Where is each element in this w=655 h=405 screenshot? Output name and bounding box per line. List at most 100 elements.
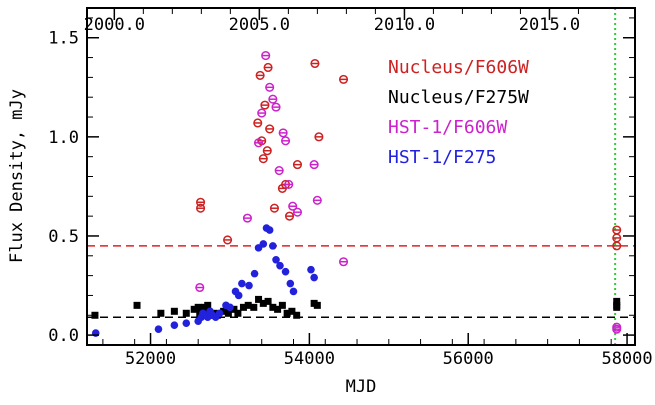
top-tick-label: 2005.0 (229, 15, 290, 35)
data-point (313, 301, 321, 309)
x-tick-label: 52000 (125, 349, 176, 369)
data-point (257, 108, 267, 118)
data-point (238, 279, 246, 288)
data-point (190, 305, 198, 313)
series-3 (91, 224, 318, 337)
y-tick-label: 1.5 (48, 29, 79, 49)
axis-ticks (87, 8, 635, 345)
data-point (310, 273, 318, 282)
data-point (253, 118, 263, 128)
data-point (613, 297, 621, 305)
data-point (91, 311, 99, 319)
data-point (170, 307, 178, 315)
data-point (224, 309, 232, 317)
data-point (239, 303, 247, 311)
data-point (338, 74, 349, 84)
data-point (269, 242, 277, 250)
x-tick-label: 58000 (601, 349, 652, 369)
top-tick-label: 2000.0 (84, 15, 145, 35)
data-point (278, 301, 286, 309)
data-point (250, 303, 258, 311)
legend-entry: Nucleus/F275W (388, 87, 529, 108)
data-point (612, 233, 622, 243)
data-point (309, 160, 319, 170)
reference-lines (87, 8, 635, 345)
data-point (263, 62, 273, 73)
data-point (154, 325, 163, 333)
data-point (250, 269, 259, 278)
data-point (613, 303, 621, 311)
y-axis-label: Flux Density, mJy (7, 89, 27, 263)
data-point (312, 195, 322, 205)
legend-entry: HST-1/F275 (388, 147, 496, 168)
data-point (259, 299, 267, 307)
data-point (259, 240, 268, 248)
data-point (230, 305, 238, 313)
data-point (281, 267, 290, 276)
data-point (274, 166, 284, 176)
data-point (157, 309, 165, 317)
data-point (284, 179, 294, 189)
axis-tick-labels: 52000 54000 56000 58000 2000.0 2005.0 2010.0 20… (48, 15, 652, 369)
legend-entry: HST-1/F606W (388, 117, 507, 138)
series-0 (196, 58, 622, 251)
data-point (245, 281, 253, 290)
y-tick-label: 0.5 (48, 227, 79, 247)
data-point (194, 303, 202, 311)
top-tick-label: 2010.0 (374, 15, 435, 35)
y-tick-label: 1.0 (48, 128, 79, 148)
data-point (220, 307, 228, 315)
data-point (258, 154, 268, 164)
data-point (307, 265, 315, 274)
data-point (274, 305, 282, 313)
data-point (283, 309, 291, 317)
data-point (265, 82, 275, 92)
x-tick-label: 56000 (443, 349, 494, 369)
data-point (255, 295, 263, 303)
data-point (612, 324, 622, 334)
data-point (234, 309, 242, 317)
data-point (261, 51, 271, 61)
data-point (281, 136, 291, 146)
data-point (242, 213, 252, 223)
data-point (264, 297, 272, 305)
data-point (288, 201, 298, 211)
data-point (271, 102, 281, 112)
series-2 (195, 51, 622, 334)
data-point (338, 257, 349, 267)
data-point (253, 138, 264, 148)
data-point (204, 301, 212, 309)
data-point (182, 319, 191, 327)
data-point (262, 146, 272, 156)
legend-entry: Nucleus/F606W (388, 57, 529, 78)
data-point (195, 282, 205, 293)
data-point (226, 303, 234, 312)
data-point (196, 203, 206, 213)
data-point (293, 311, 301, 319)
plot-frame (86, 7, 636, 346)
data-point (292, 207, 303, 217)
data-point (272, 255, 280, 264)
data-point (170, 321, 179, 329)
data-point (260, 100, 270, 110)
data-point (234, 291, 243, 300)
data-point (223, 235, 233, 245)
data-point (215, 309, 224, 318)
data-point (278, 128, 288, 138)
legend: Nucleus/F606W Nucleus/F275W HST-1/F606W HST… (388, 57, 529, 168)
data-point (612, 241, 622, 251)
top-tick-label: 2015.0 (519, 15, 580, 35)
data-point (133, 301, 141, 309)
data-point (265, 124, 275, 134)
data-point (268, 94, 278, 104)
data-point (196, 197, 206, 207)
data-point (284, 211, 295, 221)
data-point (288, 307, 296, 315)
data-point (255, 70, 265, 80)
data-point (269, 203, 279, 213)
x-tick-label: 54000 (284, 349, 335, 369)
y-tick-label: 0.0 (48, 326, 79, 346)
data-point (269, 303, 277, 311)
x-axis-label: MJD (346, 377, 377, 397)
